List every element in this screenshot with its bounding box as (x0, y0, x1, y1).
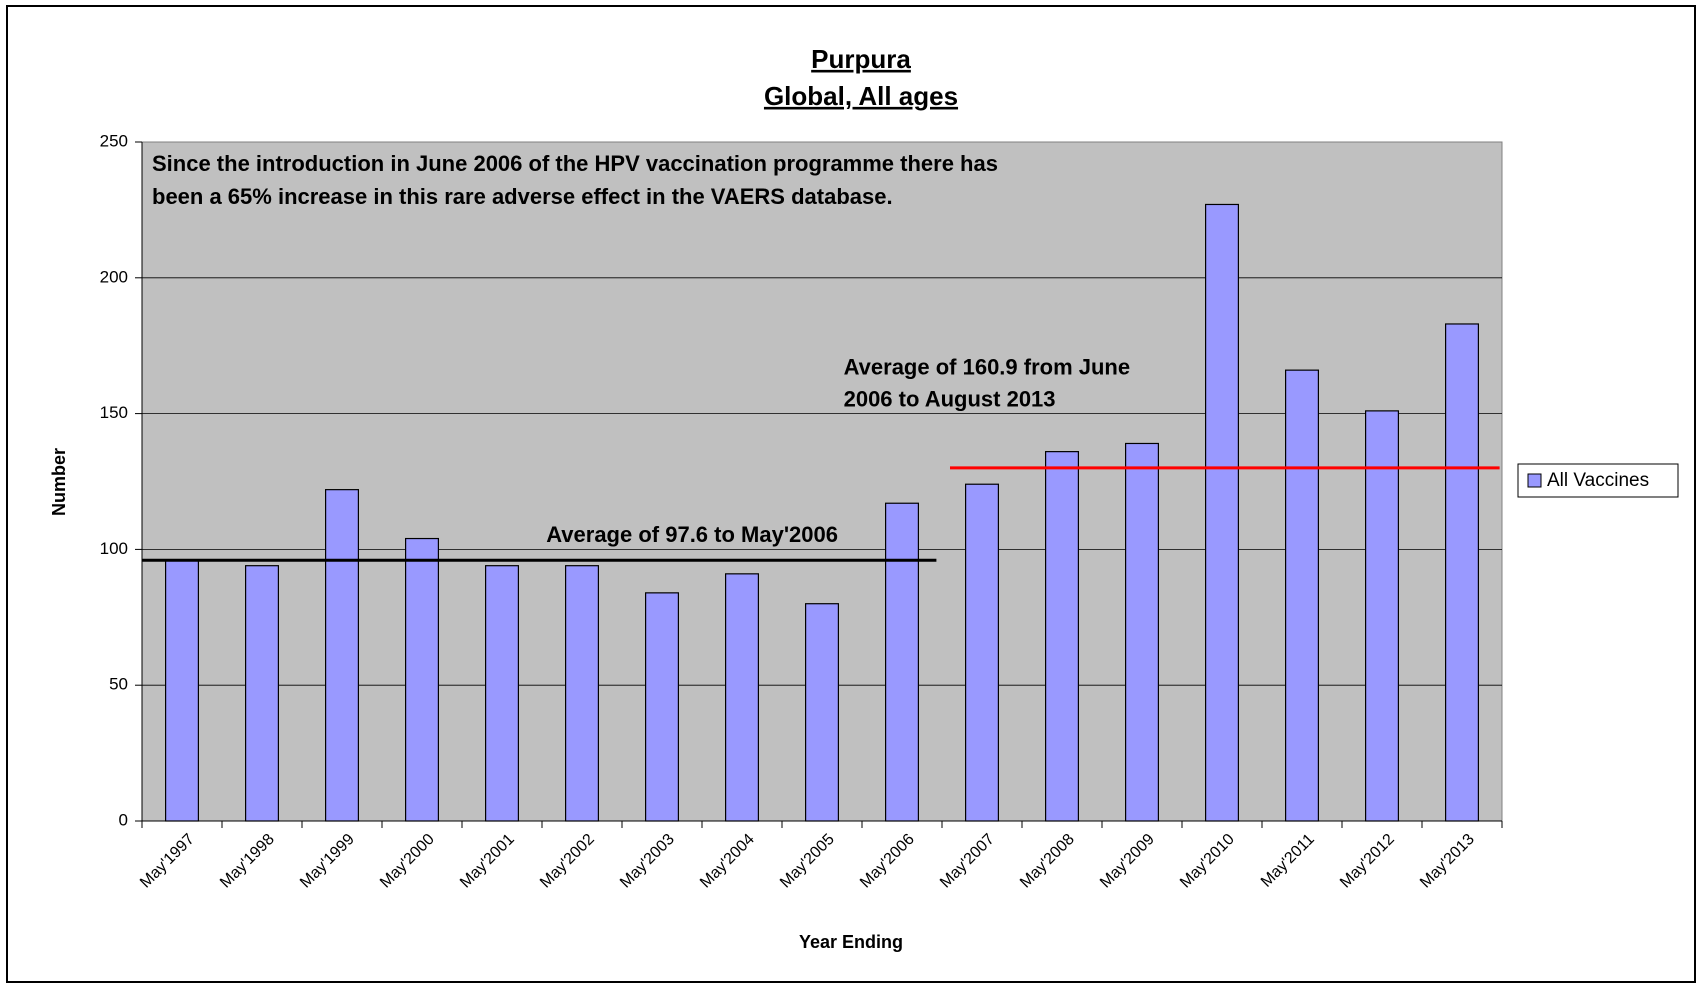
bar (1124, 442, 1159, 822)
y-tick-label: 200 (100, 267, 128, 286)
bar (964, 483, 999, 822)
annotation: been a 65% increase in this rare adverse… (152, 184, 893, 209)
y-axis-label: Number (49, 448, 69, 516)
bar (485, 565, 520, 822)
y-tick-label: 0 (119, 810, 128, 829)
bar (405, 537, 440, 822)
legend (1517, 463, 1679, 498)
reference-label: Average of 97.6 to May'2006 (546, 522, 838, 547)
y-tick-label: 100 (100, 539, 128, 558)
y-tick-label: 50 (109, 675, 128, 694)
bar (1364, 410, 1399, 822)
bar (1444, 323, 1479, 822)
reference-label: Average of 160.9 from June (844, 355, 1131, 380)
bar (804, 603, 839, 822)
bar (884, 502, 919, 822)
bar (724, 573, 759, 822)
bar (1284, 369, 1319, 822)
bar (564, 565, 599, 822)
x-axis-label: Year Ending (799, 932, 903, 952)
bar (1204, 203, 1239, 822)
bar (245, 565, 280, 822)
bar (644, 592, 679, 822)
y-tick-label: 250 (100, 131, 128, 150)
reference-label: 2006 to August 2013 (844, 387, 1056, 412)
chart-title: Purpura (811, 44, 911, 74)
chart-subtitle: Global, All ages (764, 81, 958, 111)
legend-swatch (1527, 473, 1542, 488)
annotation: Since the introduction in June 2006 of t… (152, 151, 998, 176)
bar (165, 559, 200, 822)
bar (1044, 451, 1079, 822)
bar (325, 489, 360, 822)
y-tick-label: 150 (100, 403, 128, 422)
legend-label: All Vaccines (1547, 470, 1649, 491)
